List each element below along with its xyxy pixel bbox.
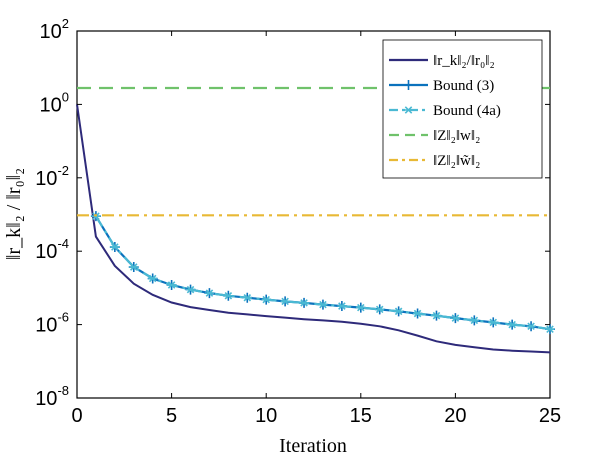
x-tick-label: 0 xyxy=(71,405,82,427)
data-point-asterisk xyxy=(299,299,309,307)
data-point-asterisk xyxy=(337,302,347,310)
y-tick-label: 100 xyxy=(40,89,69,116)
x-axis-ticks: 0 5 10 15 20 25 xyxy=(71,31,561,427)
y-axis-label: ‖r_k‖₂ / ‖r₀‖₂ xyxy=(3,168,25,260)
legend-label: ‖r_k‖₂/‖r₀‖₂ xyxy=(433,53,495,69)
data-point-asterisk xyxy=(469,316,479,325)
series-layer xyxy=(76,86,555,354)
x-tick-label: 20 xyxy=(444,405,466,427)
series-line xyxy=(94,215,551,331)
legend-label: ‖Z‖₂‖w‖₂ xyxy=(433,128,480,144)
series-0 xyxy=(76,104,551,354)
x-tick-label: 15 xyxy=(350,405,372,427)
data-point-asterisk xyxy=(318,300,328,309)
legend-label: Bound (3) xyxy=(433,78,494,94)
x-tick-label: 5 xyxy=(166,405,177,427)
y-axis-ticks: 10-8 10-6 10-4 10-2 100 102 xyxy=(35,16,550,410)
legend-entry: ‖r_k‖₂/‖r₀‖₂ xyxy=(389,53,495,69)
data-point-asterisk xyxy=(413,309,423,318)
data-point-asterisk xyxy=(356,303,366,312)
data-point-asterisk xyxy=(148,274,158,283)
data-point-asterisk xyxy=(450,314,460,322)
data-point-asterisk xyxy=(394,307,404,316)
legend-label: Bound (4a) xyxy=(433,103,501,119)
legend-entry: Bound (3) xyxy=(389,78,494,94)
y-tick-label: 10-6 xyxy=(35,310,69,337)
data-point-asterisk xyxy=(167,281,177,289)
legend-entry: Bound (4a) xyxy=(389,103,501,119)
y-tick-label: 10-4 xyxy=(35,236,69,263)
data-point-asterisk xyxy=(375,305,385,314)
legend-marker-asterisk xyxy=(404,106,413,114)
data-point-asterisk xyxy=(186,285,196,294)
series-line xyxy=(76,104,551,354)
data-point-asterisk xyxy=(431,311,441,320)
data-point-asterisk xyxy=(110,243,120,251)
data-point-asterisk xyxy=(545,325,555,333)
data-point-asterisk xyxy=(129,263,139,271)
legend-entry: ‖Z‖₂‖w̃‖₂ xyxy=(389,153,480,169)
y-tick-label: 102 xyxy=(40,16,69,43)
legend-items: ‖r_k‖₂/‖r₀‖₂ Bound (3) Bound (4a) ‖Z‖₂‖w‖₂ ‖… xyxy=(389,53,501,169)
data-point-asterisk xyxy=(488,318,498,327)
data-point-asterisk xyxy=(507,320,517,329)
legend-label: ‖Z‖₂‖w̃‖₂ xyxy=(433,153,480,169)
series-line xyxy=(94,215,551,331)
legend: ‖r_k‖₂/‖r₀‖₂ Bound (3) Bound (4a) ‖Z‖₂‖w‖₂ ‖… xyxy=(382,39,543,179)
series-2 xyxy=(91,212,555,333)
data-point-asterisk xyxy=(526,322,536,331)
data-point-asterisk xyxy=(261,295,271,304)
legend-marker-plus xyxy=(403,80,414,90)
series-1 xyxy=(90,211,555,335)
x-tick-label: 25 xyxy=(539,405,561,427)
legend-entry: ‖Z‖₂‖w‖₂ xyxy=(389,128,480,144)
x-tick-label: 10 xyxy=(255,405,277,427)
data-point-asterisk xyxy=(242,293,252,302)
data-point-asterisk xyxy=(204,289,214,297)
x-axis-label: Iteration xyxy=(279,435,347,457)
data-point-asterisk xyxy=(280,297,290,306)
data-point-asterisk xyxy=(223,292,233,300)
y-tick-label: 10-8 xyxy=(35,383,69,410)
y-tick-label: 10-2 xyxy=(35,163,69,190)
